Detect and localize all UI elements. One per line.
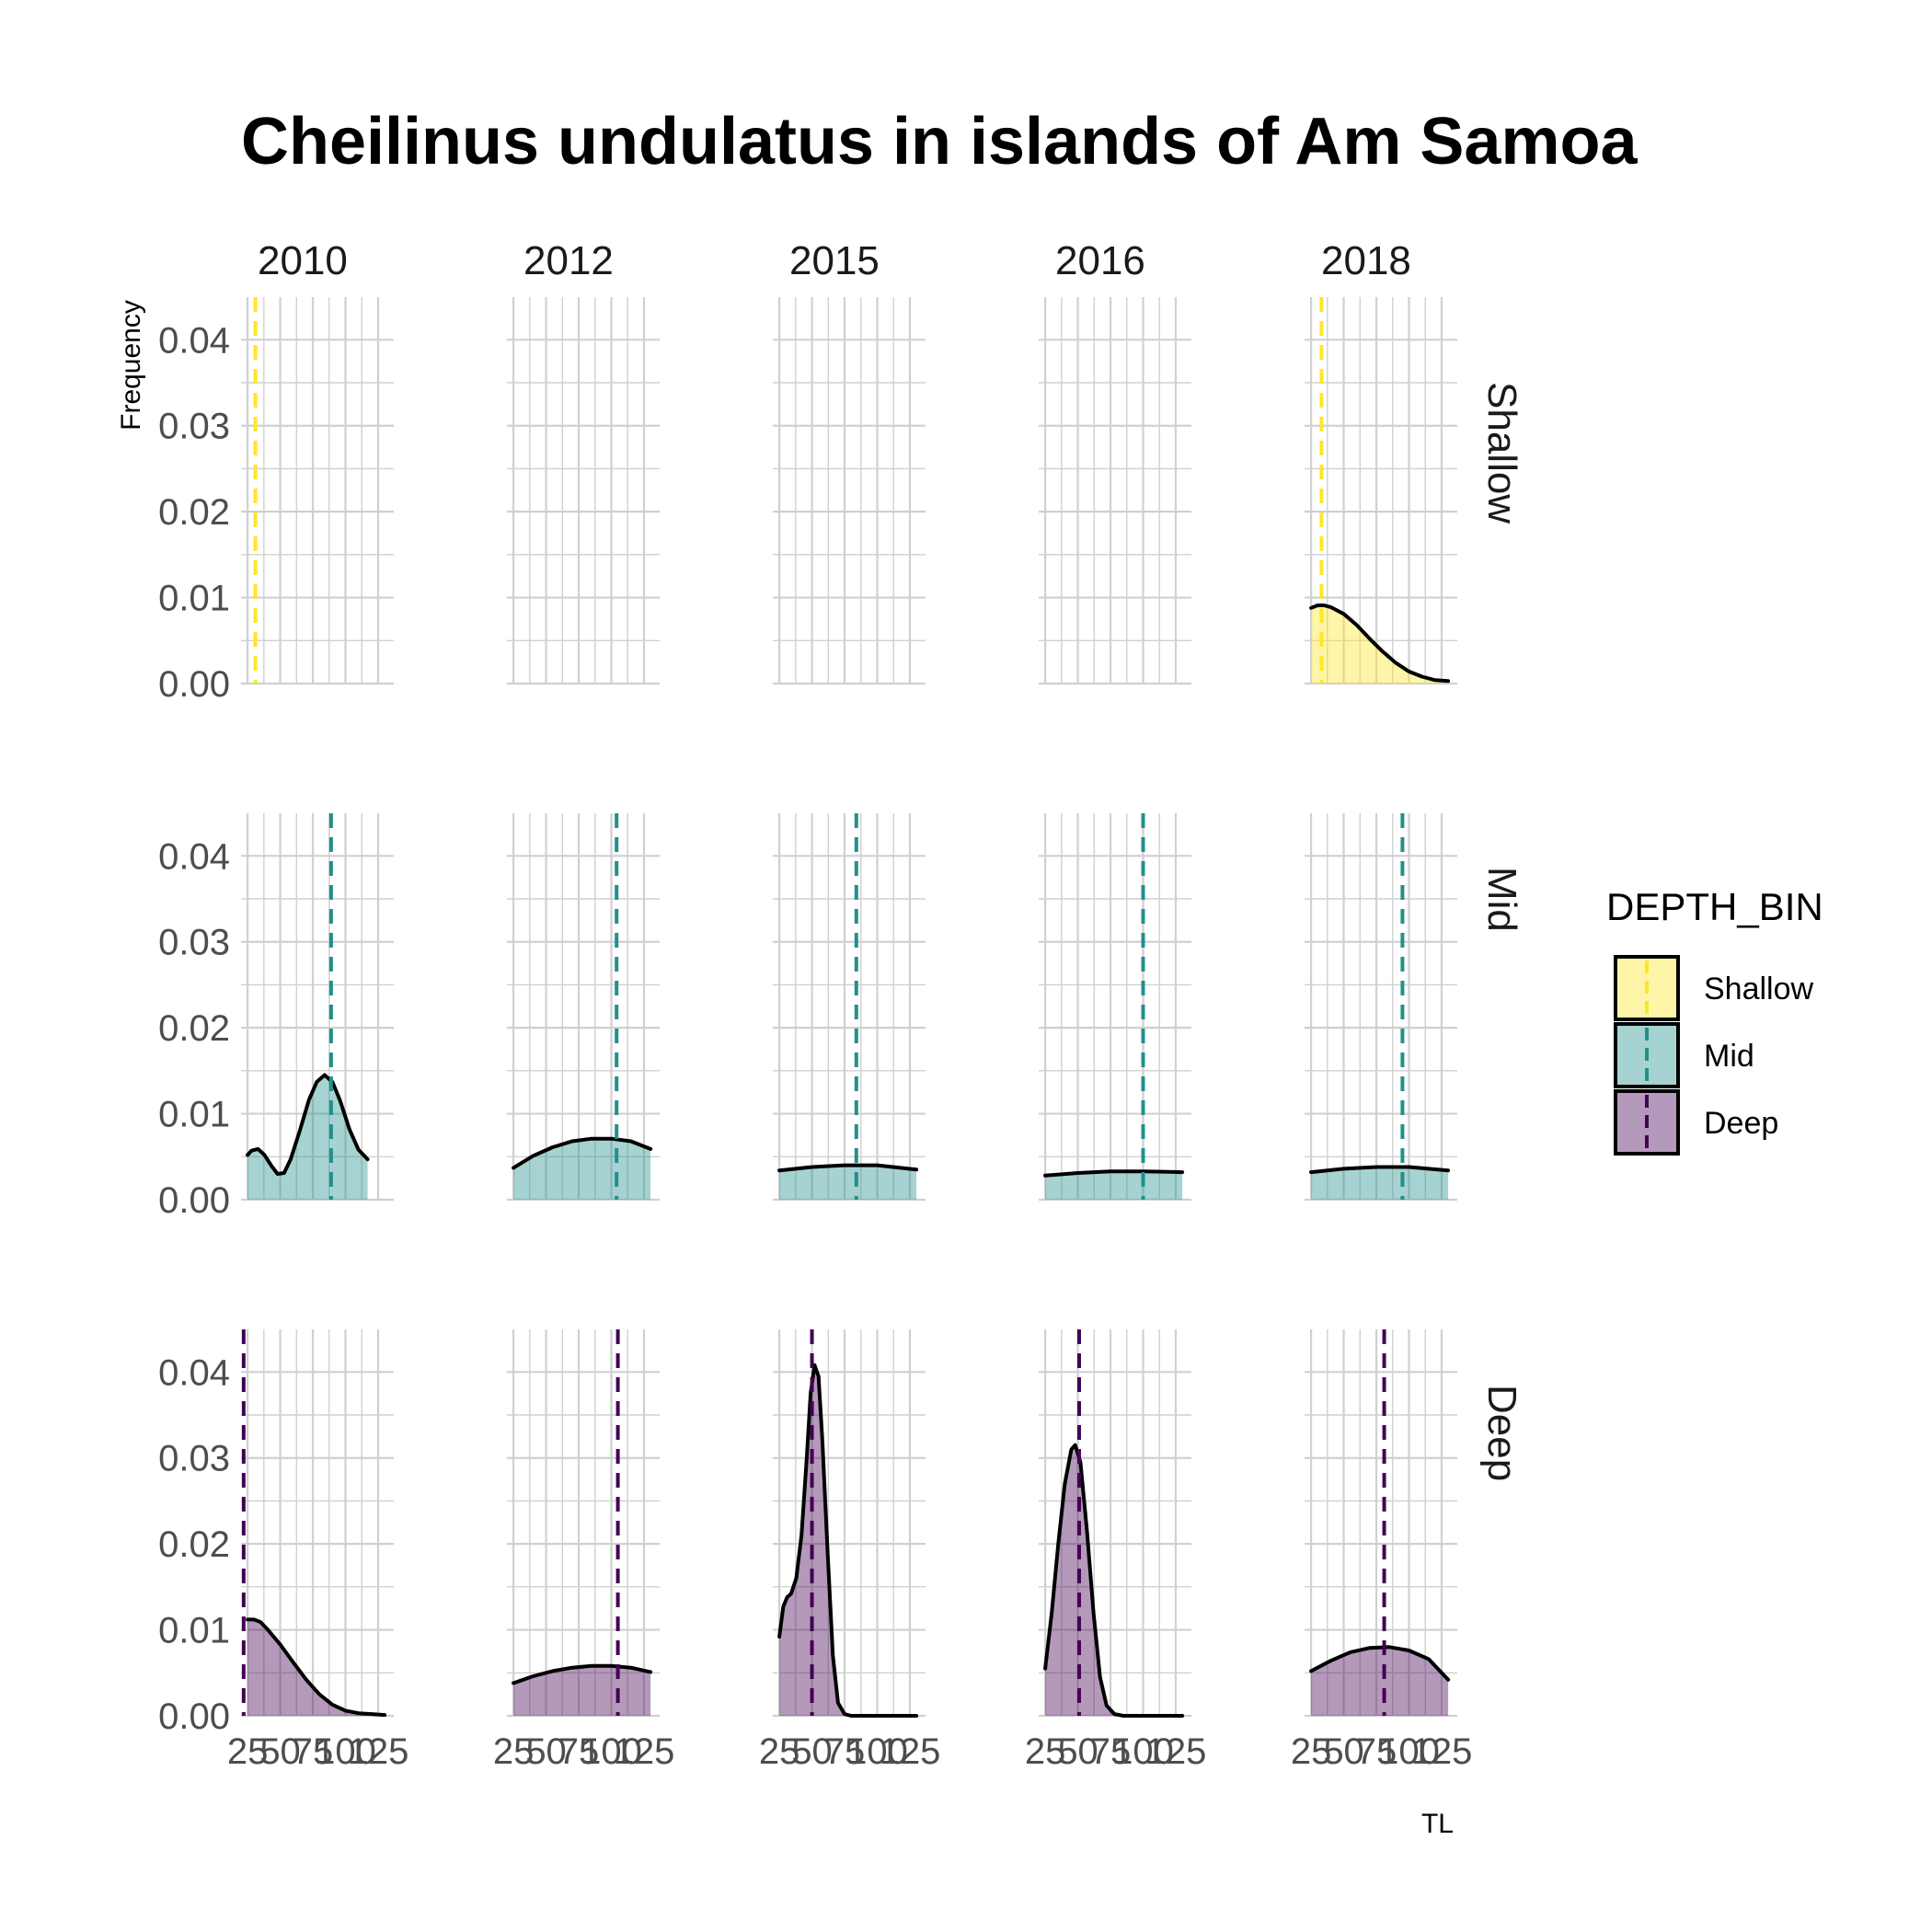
legend-entry-shallow: Shallow [1614, 955, 1814, 1021]
x-tick-label: 50 [791, 1731, 833, 1772]
x-tick-label: 25 [1025, 1731, 1066, 1772]
legend-entry-mid: Mid [1614, 1022, 1754, 1088]
x-tick-label: 125 [1145, 1731, 1207, 1772]
x-tick-label: 75 [1090, 1731, 1132, 1772]
x-tick-label: 100 [846, 1731, 908, 1772]
chart-title: Cheilinus undulatus in islands of Am Sam… [241, 105, 1638, 178]
facet-strip-deep: Deep [1479, 1385, 1524, 1481]
panel-shallow-2010: 0.00 0.01 0.02 0.03 0.04 [158, 297, 394, 705]
density-area [513, 1138, 651, 1200]
x-tick-label: 100 [581, 1731, 642, 1772]
x-tick-label: 125 [614, 1731, 675, 1772]
facet-strip-mid: Mid [1479, 867, 1524, 932]
density-line [1309, 604, 1451, 684]
x-tick-label: 50 [259, 1731, 301, 1772]
density-line [1309, 1165, 1451, 1175]
x-tick-label: 125 [880, 1731, 941, 1772]
density-line [777, 1363, 919, 1718]
y-tick-label: 0.00 [158, 1180, 230, 1221]
x-tick-label: 25 [759, 1731, 800, 1772]
legend-title: DEPTH_BIN [1606, 885, 1823, 928]
x-axis-title: TL [1421, 1809, 1454, 1839]
density-area [1311, 605, 1449, 684]
y-tick-label: 0.02 [158, 1008, 230, 1049]
y-tick-label: 0.02 [158, 492, 230, 533]
x-tick-label: 75 [824, 1731, 866, 1772]
density-area [779, 1165, 917, 1200]
y-tick-label: 0.00 [158, 1696, 230, 1737]
x-tick-label: 125 [1411, 1731, 1473, 1772]
panel-mid-2010: 0.00 0.01 0.02 0.03 0.04 [158, 813, 394, 1221]
panel-shallow-2018 [1305, 297, 1457, 685]
y-tick-label: 0.04 [158, 836, 230, 877]
x-tick-label: 75 [293, 1731, 334, 1772]
x-tick-label: 25 [227, 1731, 269, 1772]
panel-shallow-2016 [1039, 297, 1191, 685]
density-area [1311, 1167, 1449, 1200]
x-tick-label: 100 [1112, 1731, 1174, 1772]
facet-strip-2015: 2015 [789, 238, 880, 283]
facet-strip-2010: 2010 [258, 238, 348, 283]
y-axis-title: Frequency [116, 300, 146, 431]
facet-strips: 2010 2012 2015 2016 2018 Shallow Mid Deep [258, 238, 1524, 1481]
density-line [1309, 1645, 1451, 1682]
x-tick-label: 25 [493, 1731, 535, 1772]
panel-mid-2016 [1039, 813, 1191, 1202]
x-tick-label: 50 [1057, 1731, 1098, 1772]
panel-mid-2012 [507, 813, 660, 1202]
facet-strip-2012: 2012 [523, 238, 614, 283]
y-tick-label: 0.04 [158, 320, 230, 361]
density-line [1043, 1169, 1185, 1178]
density-area [1045, 1171, 1183, 1200]
y-tick-label: 0.01 [158, 579, 230, 619]
y-tick-label: 0.02 [158, 1524, 230, 1565]
facet-strip-shallow: Shallow [1479, 382, 1524, 523]
x-tick-label: 50 [525, 1731, 567, 1772]
x-tick-label: 100 [1378, 1731, 1440, 1772]
y-tick-label: 0.04 [158, 1352, 230, 1393]
x-tick-label: 100 [315, 1731, 376, 1772]
density-line [1043, 1443, 1185, 1718]
density-area [247, 1075, 368, 1200]
y-tick-label: 0.03 [158, 923, 230, 963]
facet-strip-2016: 2016 [1055, 238, 1145, 283]
density-line [246, 1073, 370, 1176]
panel-shallow-2012 [507, 297, 660, 685]
x-tick-label: 125 [348, 1731, 409, 1772]
density-line [777, 1163, 919, 1173]
legend-entry-deep: Deep [1614, 1089, 1778, 1156]
y-tick-label: 0.01 [158, 1611, 230, 1651]
y-tick-label: 0.03 [158, 407, 230, 447]
legend-label-deep: Deep [1704, 1106, 1778, 1141]
panel-mid-2015 [773, 813, 926, 1202]
legend-label-mid: Mid [1704, 1039, 1754, 1074]
panel-mid-2018 [1305, 813, 1457, 1202]
x-tick-label: 75 [558, 1731, 600, 1772]
legend: DEPTH_BIN Shallow Mid Deep [1606, 885, 1823, 1156]
x-tick-label: 50 [1323, 1731, 1364, 1772]
y-tick-label: 0.01 [158, 1095, 230, 1135]
y-tick-label: 0.00 [158, 664, 230, 705]
density-area [247, 1619, 385, 1716]
density-line [512, 1136, 653, 1170]
facet-strip-2018: 2018 [1321, 238, 1411, 283]
x-tick-label: 25 [1291, 1731, 1332, 1772]
density-area [1311, 1647, 1449, 1716]
x-tick-label: 75 [1356, 1731, 1397, 1772]
panels-layer: 0.00 0.01 0.02 0.03 0.04 0.00 0.01 0.02 0.03 0.04… [158, 297, 1472, 1772]
legend-label-shallow: Shallow [1704, 972, 1814, 1006]
y-tick-label: 0.03 [158, 1439, 230, 1479]
density-line [246, 1617, 387, 1718]
density-line [512, 1663, 653, 1685]
panel-shallow-2015 [773, 297, 926, 685]
